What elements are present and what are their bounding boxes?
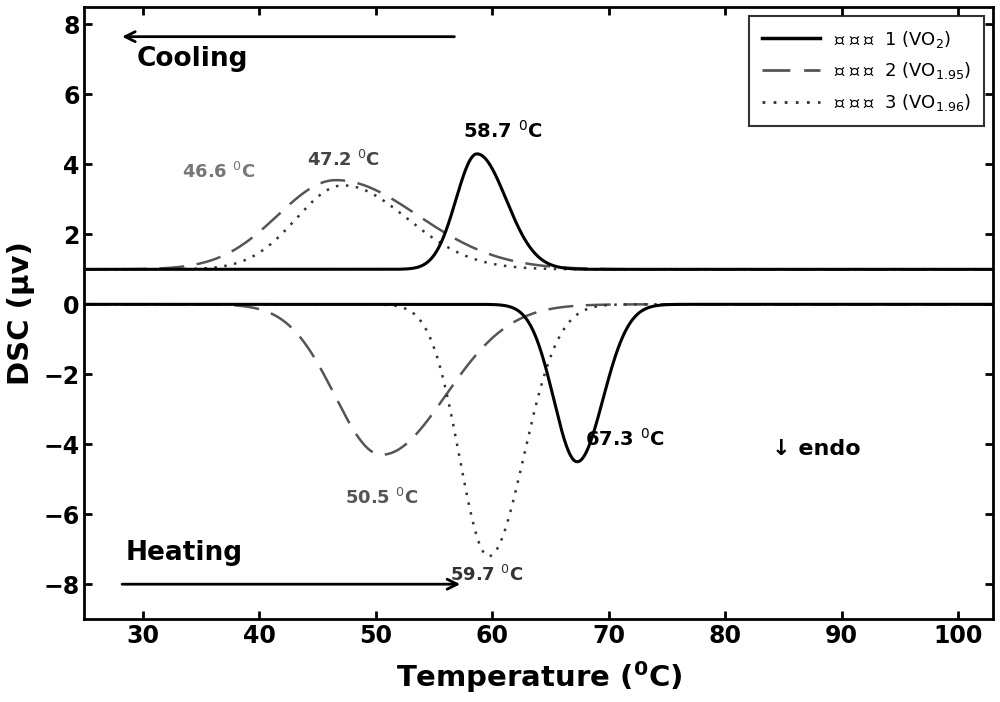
Text: Heating: Heating — [125, 540, 242, 566]
Text: 46.6 $^0$C: 46.6 $^0$C — [182, 162, 255, 183]
Text: 47.2 $^0$C: 47.2 $^0$C — [307, 150, 379, 170]
Text: 58.7 $^0$C: 58.7 $^0$C — [463, 120, 542, 142]
Text: 50.5 $^0$C: 50.5 $^0$C — [345, 488, 418, 508]
X-axis label: Temperature ($^{\mathbf{0}}$C): Temperature ($^{\mathbf{0}}$C) — [396, 659, 682, 695]
Text: Cooling: Cooling — [137, 46, 248, 72]
Text: 67.3 $^0$C: 67.3 $^0$C — [585, 428, 665, 450]
Y-axis label: DSC (μv): DSC (μv) — [7, 241, 35, 385]
Legend: 实 施 例  1 (VO$_2$), 实 施 例  2 (VO$_{1.95}$), 实 施 例  3 (VO$_{1.96}$): 实 施 例 1 (VO$_2$), 实 施 例 2 (VO$_{1.95}$),… — [749, 16, 984, 126]
Text: 59.7 $^0$C: 59.7 $^0$C — [450, 564, 523, 585]
Text: ↓ endo: ↓ endo — [772, 439, 860, 458]
